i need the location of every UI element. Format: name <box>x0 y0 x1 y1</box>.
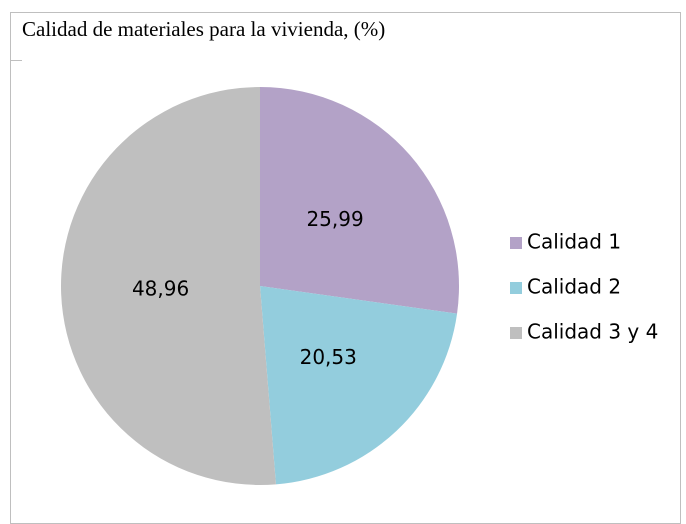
legend-label: Calidad 1 <box>527 230 621 254</box>
pie-slice <box>260 286 458 485</box>
pie-slice <box>260 87 460 314</box>
legend-swatch <box>510 327 522 339</box>
pie-slice <box>60 87 276 486</box>
legend-swatch <box>510 237 522 249</box>
data-label: 20,53 <box>300 345 357 369</box>
data-label: 48,96 <box>132 276 189 300</box>
legend-label: Calidad 2 <box>527 275 621 299</box>
legend-label: Calidad 3 y 4 <box>527 320 658 344</box>
legend-swatch <box>510 282 522 294</box>
chart-title: Calidad de materiales para la vivienda, … <box>22 17 385 41</box>
data-label: 25,99 <box>306 207 363 231</box>
